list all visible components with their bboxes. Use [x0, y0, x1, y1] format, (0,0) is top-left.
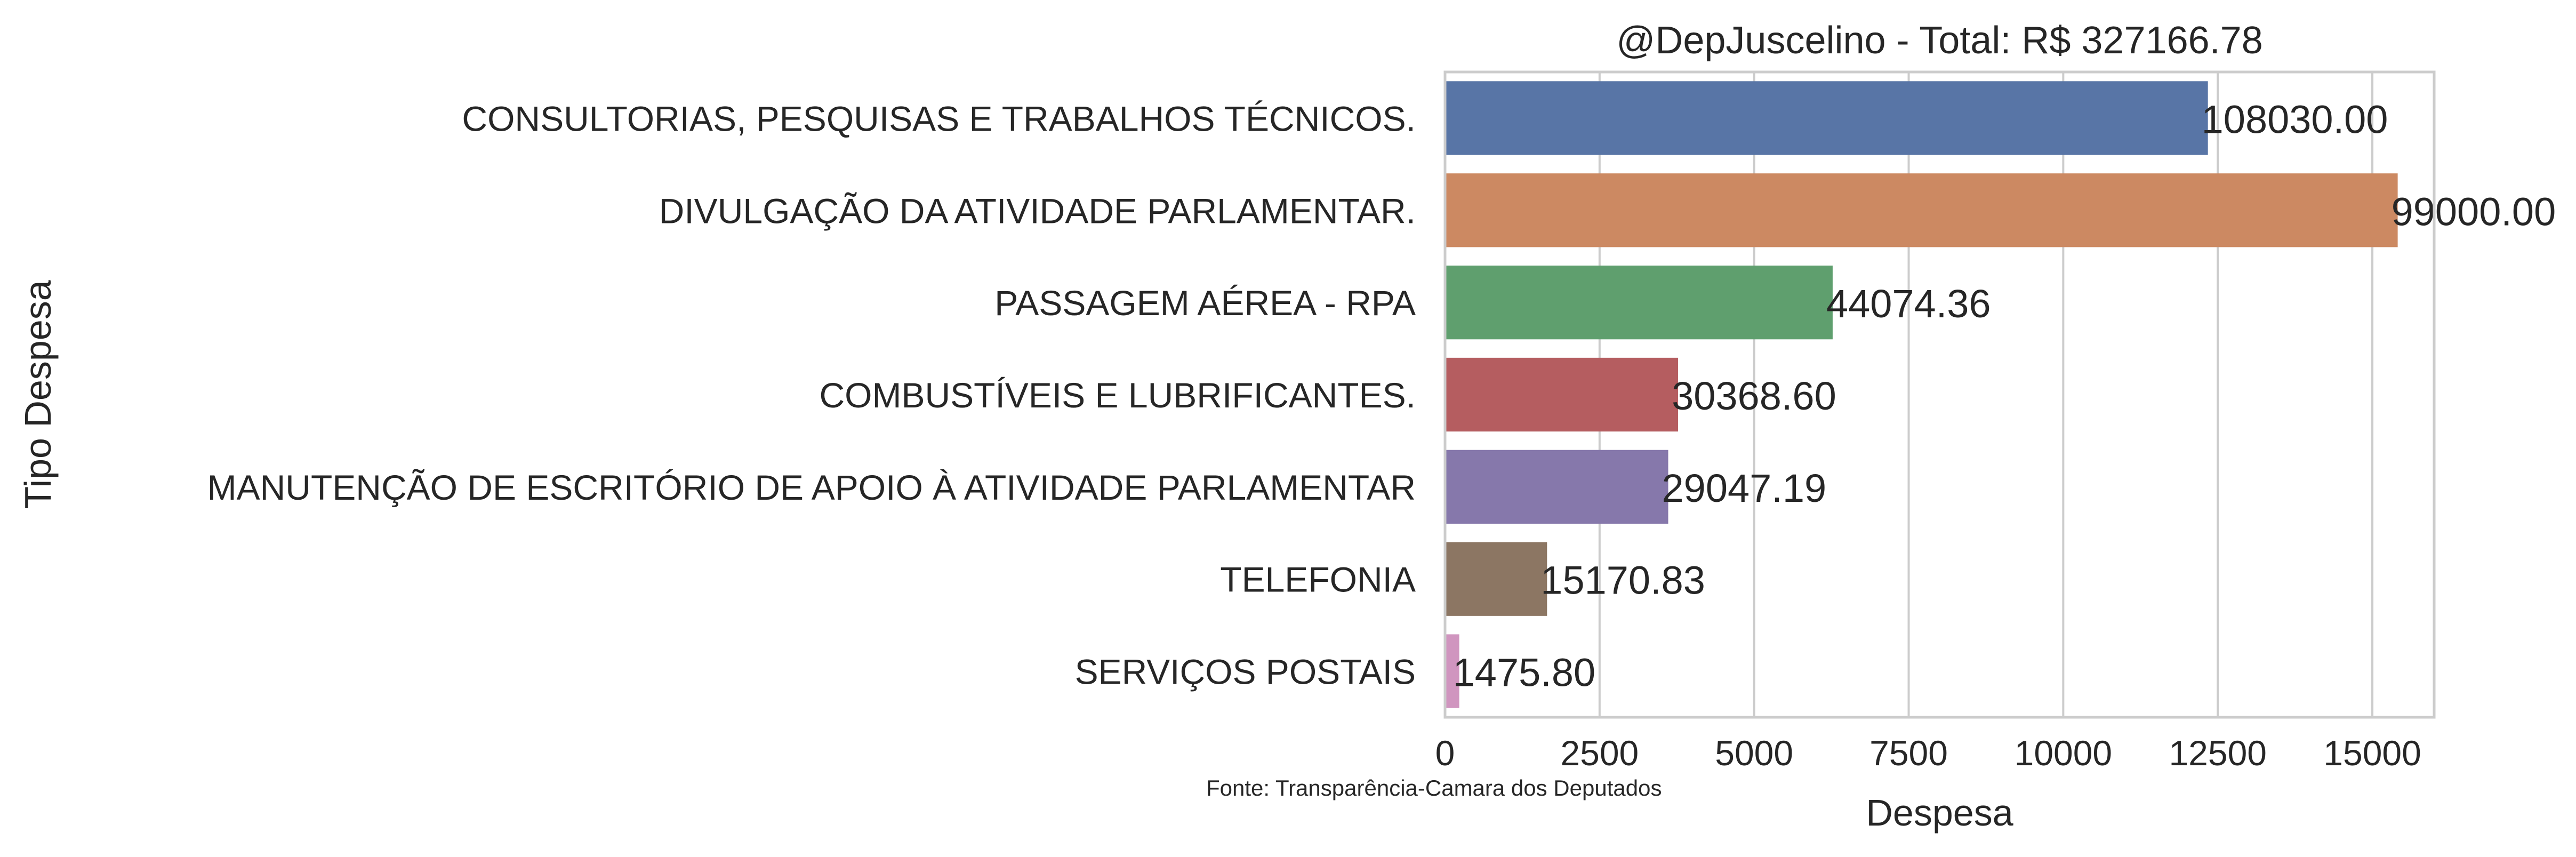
category-label: CONSULTORIAS, PESQUISAS E TRABALHOS TÉCN…: [462, 99, 1416, 138]
bar: [1445, 266, 1833, 340]
category-label: MANUTENÇÃO DE ESCRITÓRIO DE APOIO À ATIV…: [207, 468, 1416, 507]
value-label: 99000.00: [2392, 189, 2556, 234]
bar: [1445, 173, 2398, 247]
category-label: COMBUSTÍVEIS E LUBRIFICANTES.: [819, 375, 1416, 415]
bars: [1445, 81, 2398, 708]
chart-title: @DepJuscelino - Total: R$ 327166.78: [1616, 19, 2263, 62]
category-labels: CONSULTORIAS, PESQUISAS E TRABALHOS TÉCN…: [207, 99, 1416, 691]
x-tick-label: 5000: [1715, 733, 1793, 773]
bar: [1445, 542, 1547, 616]
value-labels: 108030.00 99000.00 44074.36 30368.60 29047.1…: [1453, 97, 2556, 694]
y-axis-label: Tipo Despesa: [17, 280, 59, 509]
x-tick-label: 0: [1435, 733, 1455, 773]
value-label: 30368.60: [1672, 374, 1836, 418]
plot-frame: [1443, 70, 2436, 719]
bar: [1445, 81, 2208, 155]
bar: [1445, 357, 1679, 432]
x-tick-label: 12500: [2169, 733, 2267, 773]
x-tick-label: 15000: [2323, 733, 2421, 773]
source-note: Fonte: Transparência-Camara dos Deputado…: [1206, 775, 1662, 800]
value-label: 108030.00: [2202, 97, 2388, 141]
bar: [1445, 450, 1668, 524]
value-label: 1475.80: [1453, 651, 1596, 695]
category-label: DIVULGAÇÃO DA ATIVIDADE PARLAMENTAR.: [659, 191, 1416, 230]
category-label: SERVIÇOS POSTAIS: [1075, 652, 1416, 692]
x-tick-label: 7500: [1869, 733, 1948, 773]
x-tick-label: 2500: [1560, 733, 1639, 773]
x-axis-label: Despesa: [1866, 792, 2013, 834]
x-ticks: 0 2500 5000 7500 10000 12500 15000: [1435, 733, 2421, 773]
value-label: 29047.19: [1662, 466, 1827, 510]
value-label: 44074.36: [1826, 282, 1991, 326]
value-label: 15170.83: [1540, 558, 1705, 603]
x-tick-label: 10000: [2015, 733, 2113, 773]
category-label: PASSAGEM AÉREA - RPA: [994, 283, 1416, 323]
bar: [1445, 634, 1459, 708]
category-label: TELEFONIA: [1220, 560, 1416, 599]
